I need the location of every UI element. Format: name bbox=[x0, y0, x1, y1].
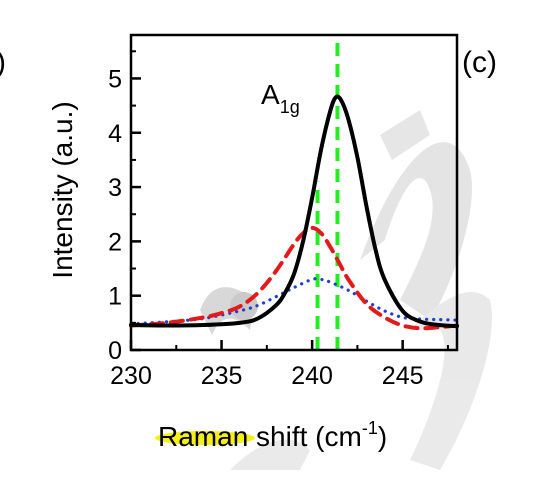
x-tick-label: 245 bbox=[382, 362, 424, 390]
y-tick-label: 5 bbox=[108, 65, 122, 93]
series-line-solid bbox=[129, 94, 459, 329]
peak-label: A1g bbox=[261, 79, 300, 117]
axes: 230 235 240 245 0 1 2 3 4 5 bbox=[108, 50, 449, 390]
plot-frame bbox=[129, 33, 459, 352]
watermark bbox=[200, 110, 492, 470]
y-axis-label: Intensity (a.u.) bbox=[47, 101, 78, 278]
y-tick-label: 3 bbox=[108, 174, 122, 202]
series-line-dashed bbox=[129, 225, 459, 331]
peak-label-main: A bbox=[261, 79, 280, 110]
y-tick-label: 0 bbox=[108, 337, 122, 365]
x-tick-label: 235 bbox=[201, 362, 243, 390]
y-tick-label: 4 bbox=[108, 120, 122, 148]
highlight-mark bbox=[155, 431, 255, 445]
y-tick-label: 2 bbox=[108, 228, 122, 256]
x-axis-label-close: ) bbox=[378, 421, 387, 452]
x-axis-label: Raman shift (cm-1) bbox=[158, 418, 387, 452]
left-panel-fragment: ) bbox=[0, 46, 6, 79]
plot-area bbox=[129, 35, 459, 350]
y-tick-label: 1 bbox=[108, 283, 122, 311]
panel-label: (c) bbox=[462, 46, 497, 79]
peak-label-subscript: 1g bbox=[280, 97, 300, 117]
x-tick-label: 230 bbox=[110, 362, 152, 390]
x-axis-label-main: Raman shift (cm bbox=[158, 421, 362, 452]
series-line-dotted bbox=[129, 277, 459, 326]
x-tick-label: 240 bbox=[291, 362, 333, 390]
x-axis-label-superscript: -1 bbox=[362, 418, 378, 438]
